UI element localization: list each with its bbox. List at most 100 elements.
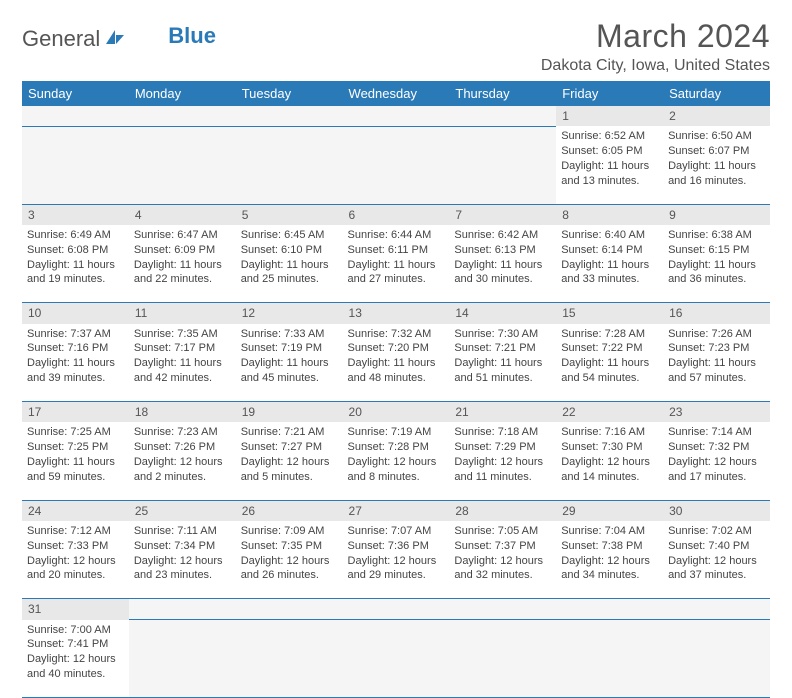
day-number-cell: 27	[343, 500, 450, 521]
sunrise-line: Sunrise: 7:07 AM	[348, 524, 445, 539]
day-cell-content: Sunrise: 7:02 AMSunset: 7:40 PMDaylight:…	[668, 524, 765, 583]
day-cell-content: Sunrise: 7:12 AMSunset: 7:33 PMDaylight:…	[27, 524, 124, 583]
day-cell	[343, 126, 450, 204]
day-cell-content: Sunrise: 6:49 AMSunset: 6:08 PMDaylight:…	[27, 228, 124, 287]
day-number-cell	[663, 599, 770, 620]
day-cell: Sunrise: 6:49 AMSunset: 6:08 PMDaylight:…	[22, 225, 129, 303]
day-cell-content: Sunrise: 7:25 AMSunset: 7:25 PMDaylight:…	[27, 425, 124, 484]
page-title: March 2024	[541, 18, 770, 55]
sunset-line: Sunset: 7:19 PM	[241, 341, 338, 356]
sunset-line: Sunset: 7:29 PM	[454, 440, 551, 455]
sunrise-line: Sunrise: 7:37 AM	[27, 327, 124, 342]
sunset-line: Sunset: 7:40 PM	[668, 539, 765, 554]
day-cell: Sunrise: 6:45 AMSunset: 6:10 PMDaylight:…	[236, 225, 343, 303]
daylight-line: Daylight: 12 hours and 5 minutes.	[241, 455, 338, 485]
day-cell-content: Sunrise: 7:07 AMSunset: 7:36 PMDaylight:…	[348, 524, 445, 583]
day-cell: Sunrise: 7:00 AMSunset: 7:41 PMDaylight:…	[22, 620, 129, 698]
day-cell-content: Sunrise: 7:37 AMSunset: 7:16 PMDaylight:…	[27, 327, 124, 386]
sunset-line: Sunset: 7:27 PM	[241, 440, 338, 455]
day-number-cell: 26	[236, 500, 343, 521]
day-cell: Sunrise: 7:02 AMSunset: 7:40 PMDaylight:…	[663, 521, 770, 599]
sunrise-line: Sunrise: 7:02 AM	[668, 524, 765, 539]
day-number-cell: 3	[22, 204, 129, 225]
daylight-line: Daylight: 12 hours and 17 minutes.	[668, 455, 765, 485]
day-cell-content: Sunrise: 7:05 AMSunset: 7:37 PMDaylight:…	[454, 524, 551, 583]
day-number-cell: 21	[449, 402, 556, 423]
day-cell-content: Sunrise: 7:09 AMSunset: 7:35 PMDaylight:…	[241, 524, 338, 583]
logo: General Blue	[22, 26, 216, 52]
sunrise-line: Sunrise: 7:28 AM	[561, 327, 658, 342]
sunrise-line: Sunrise: 7:25 AM	[27, 425, 124, 440]
daylight-line: Daylight: 11 hours and 22 minutes.	[134, 258, 231, 288]
day-number-cell: 1	[556, 106, 663, 126]
sunset-line: Sunset: 7:32 PM	[668, 440, 765, 455]
day-cell-content: Sunrise: 7:35 AMSunset: 7:17 PMDaylight:…	[134, 327, 231, 386]
day-number-cell: 25	[129, 500, 236, 521]
daylight-line: Daylight: 12 hours and 32 minutes.	[454, 554, 551, 584]
day-number-cell	[22, 106, 129, 126]
sunset-line: Sunset: 7:36 PM	[348, 539, 445, 554]
day-cell-content: Sunrise: 7:19 AMSunset: 7:28 PMDaylight:…	[348, 425, 445, 484]
day-number-cell: 5	[236, 204, 343, 225]
daylight-line: Daylight: 12 hours and 20 minutes.	[27, 554, 124, 584]
day-cell-content: Sunrise: 7:18 AMSunset: 7:29 PMDaylight:…	[454, 425, 551, 484]
day-cell: Sunrise: 7:11 AMSunset: 7:34 PMDaylight:…	[129, 521, 236, 599]
day-cell: Sunrise: 7:35 AMSunset: 7:17 PMDaylight:…	[129, 324, 236, 402]
day-cell: Sunrise: 7:37 AMSunset: 7:16 PMDaylight:…	[22, 324, 129, 402]
daylight-line: Daylight: 11 hours and 33 minutes.	[561, 258, 658, 288]
daylight-line: Daylight: 11 hours and 54 minutes.	[561, 356, 658, 386]
day-cell	[449, 126, 556, 204]
day-cell-content: Sunrise: 7:04 AMSunset: 7:38 PMDaylight:…	[561, 524, 658, 583]
day-cell: Sunrise: 7:30 AMSunset: 7:21 PMDaylight:…	[449, 324, 556, 402]
sunset-line: Sunset: 7:21 PM	[454, 341, 551, 356]
sunrise-line: Sunrise: 6:47 AM	[134, 228, 231, 243]
day-number-cell: 17	[22, 402, 129, 423]
daylight-line: Daylight: 11 hours and 39 minutes.	[27, 356, 124, 386]
day-cell: Sunrise: 7:23 AMSunset: 7:26 PMDaylight:…	[129, 422, 236, 500]
title-block: March 2024 Dakota City, Iowa, United Sta…	[541, 18, 770, 75]
sunset-line: Sunset: 7:25 PM	[27, 440, 124, 455]
sunrise-line: Sunrise: 6:45 AM	[241, 228, 338, 243]
day-content-row: Sunrise: 6:49 AMSunset: 6:08 PMDaylight:…	[22, 225, 770, 303]
day-cell-content: Sunrise: 7:28 AMSunset: 7:22 PMDaylight:…	[561, 327, 658, 386]
day-number-cell: 29	[556, 500, 663, 521]
day-cell-content: Sunrise: 6:42 AMSunset: 6:13 PMDaylight:…	[454, 228, 551, 287]
day-number-cell: 10	[22, 303, 129, 324]
sunset-line: Sunset: 7:41 PM	[27, 637, 124, 652]
day-cell: Sunrise: 7:33 AMSunset: 7:19 PMDaylight:…	[236, 324, 343, 402]
day-cell	[129, 620, 236, 698]
daylight-line: Daylight: 12 hours and 11 minutes.	[454, 455, 551, 485]
daynum-row: 31	[22, 599, 770, 620]
day-cell-content: Sunrise: 7:26 AMSunset: 7:23 PMDaylight:…	[668, 327, 765, 386]
daylight-line: Daylight: 11 hours and 42 minutes.	[134, 356, 231, 386]
day-cell	[556, 620, 663, 698]
sunrise-line: Sunrise: 7:09 AM	[241, 524, 338, 539]
sunset-line: Sunset: 6:10 PM	[241, 243, 338, 258]
sunset-line: Sunset: 6:09 PM	[134, 243, 231, 258]
sunrise-line: Sunrise: 7:19 AM	[348, 425, 445, 440]
day-number-cell: 19	[236, 402, 343, 423]
day-number-cell: 30	[663, 500, 770, 521]
sunset-line: Sunset: 7:23 PM	[668, 341, 765, 356]
sunset-line: Sunset: 7:38 PM	[561, 539, 658, 554]
day-content-row: Sunrise: 7:37 AMSunset: 7:16 PMDaylight:…	[22, 324, 770, 402]
day-cell-content: Sunrise: 7:00 AMSunset: 7:41 PMDaylight:…	[27, 623, 124, 682]
daylight-line: Daylight: 12 hours and 40 minutes.	[27, 652, 124, 682]
header: General Blue March 2024 Dakota City, Iow…	[22, 18, 770, 75]
day-number-cell: 23	[663, 402, 770, 423]
sunrise-line: Sunrise: 6:52 AM	[561, 129, 658, 144]
day-cell: Sunrise: 7:32 AMSunset: 7:20 PMDaylight:…	[343, 324, 450, 402]
day-cell: Sunrise: 7:26 AMSunset: 7:23 PMDaylight:…	[663, 324, 770, 402]
day-cell-content: Sunrise: 6:38 AMSunset: 6:15 PMDaylight:…	[668, 228, 765, 287]
day-cell	[663, 620, 770, 698]
day-cell-content: Sunrise: 7:30 AMSunset: 7:21 PMDaylight:…	[454, 327, 551, 386]
daylight-line: Daylight: 11 hours and 30 minutes.	[454, 258, 551, 288]
day-number-cell	[343, 106, 450, 126]
day-cell: Sunrise: 7:18 AMSunset: 7:29 PMDaylight:…	[449, 422, 556, 500]
day-cell: Sunrise: 7:04 AMSunset: 7:38 PMDaylight:…	[556, 521, 663, 599]
day-cell-content: Sunrise: 7:23 AMSunset: 7:26 PMDaylight:…	[134, 425, 231, 484]
day-number-cell: 28	[449, 500, 556, 521]
daylight-line: Daylight: 12 hours and 14 minutes.	[561, 455, 658, 485]
day-number-cell: 8	[556, 204, 663, 225]
sunrise-line: Sunrise: 7:04 AM	[561, 524, 658, 539]
